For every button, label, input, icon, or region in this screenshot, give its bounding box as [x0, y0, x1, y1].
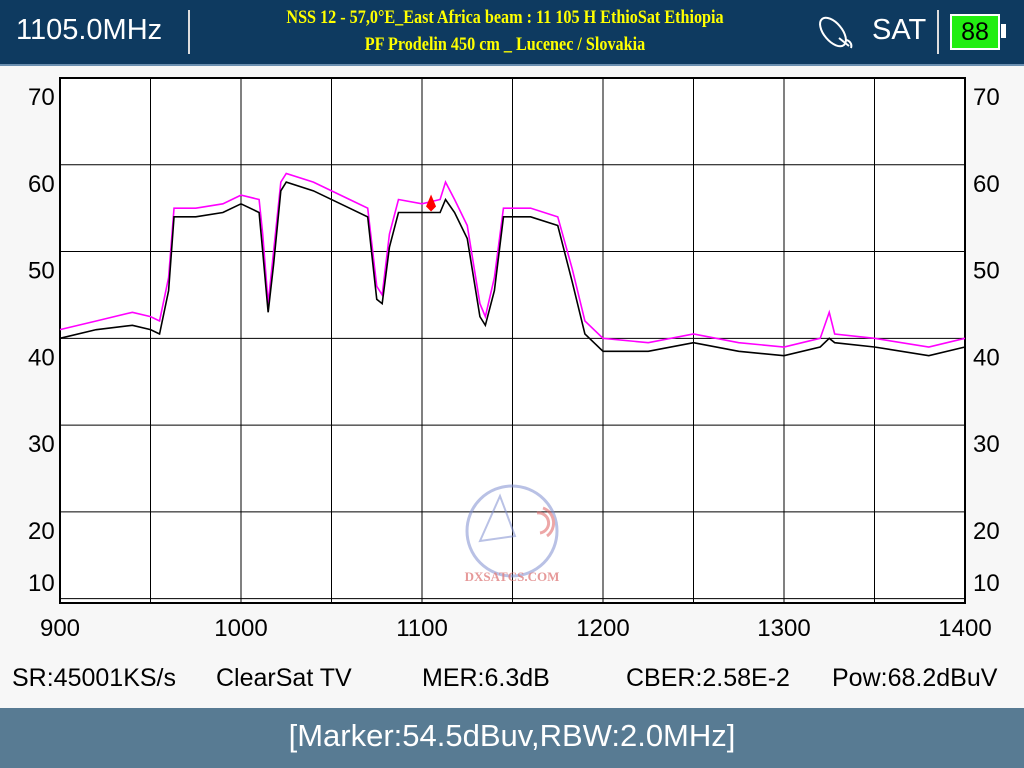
y-tick-label-left: 70	[28, 84, 55, 111]
status-line: SR:45001KS/s ClearSat TV MER:6.3dB CBER:…	[0, 664, 1024, 704]
x-tick-label: 1200	[576, 615, 629, 642]
x-tick-label: 900	[40, 615, 80, 642]
max-hold-trace	[59, 172, 966, 348]
y-tick-label-right: 50	[973, 258, 1000, 285]
x-tick-label: 1400	[938, 615, 991, 642]
spectrum-chart: DXSATCS.COM 70 70 60 60 50 50 40 40 30 30 20 20 10 10 9…	[28, 77, 1000, 642]
title-line-2: PF Prodelin 450 cm _ Lucenec / Slovakia	[364, 34, 646, 55]
y-tick-label-right: 70	[973, 84, 1000, 111]
x-tick-label: 1000	[214, 615, 267, 642]
x-tick-label: 1100	[396, 615, 448, 642]
satellite-dish-icon	[819, 16, 853, 49]
y-tick-label-left: 20	[28, 518, 55, 545]
y-tick-label-right: 20	[973, 518, 1000, 545]
y-tick-label-left: 40	[28, 344, 55, 371]
watermark-logo	[465, 484, 559, 578]
y-tick-label-right: 60	[973, 171, 1000, 198]
y-tick-label-left: 60	[28, 171, 55, 198]
y-tick-label-left: 10	[28, 570, 55, 597]
y-tick-label-left: 30	[28, 431, 55, 458]
cber-value: CBER:2.58E-2	[626, 664, 790, 692]
y-tick-label-right: 10	[973, 570, 1000, 597]
header-bar: 1105.0MHz NSS 12 - 57,0°E_East Africa be…	[0, 0, 1024, 66]
marker-info-bar: [Marker:54.5dBuv,RBW:2.0MHz]	[0, 708, 1024, 768]
title-line-1: NSS 12 - 57,0°E_East Africa beam : 11 10…	[286, 7, 724, 28]
power-value: Pow:68.2dBuV	[832, 664, 998, 692]
y-tick-label-right: 40	[973, 344, 1000, 371]
channel-name: ClearSat TV	[216, 664, 352, 692]
live-trace	[59, 181, 966, 357]
y-tick-label-right: 30	[973, 431, 1000, 458]
marker-icon	[426, 194, 437, 212]
battery-indicator: 88	[950, 14, 1000, 50]
watermark-text: DXSATCS.COM	[465, 569, 560, 584]
x-tick-label: 1300	[757, 615, 810, 642]
center-frequency[interactable]: 1105.0MHz	[16, 14, 163, 46]
symbol-rate: SR:45001KS/s	[12, 664, 176, 692]
divider	[937, 10, 939, 54]
battery-icon	[1001, 24, 1006, 38]
mer-value: MER:6.3dB	[422, 664, 550, 692]
y-tick-label-left: 50	[28, 258, 55, 285]
divider	[188, 10, 190, 54]
mode-label[interactable]: SAT	[872, 14, 927, 46]
transponder-title: NSS 12 - 57,0°E_East Africa beam : 11 10…	[246, 4, 765, 58]
